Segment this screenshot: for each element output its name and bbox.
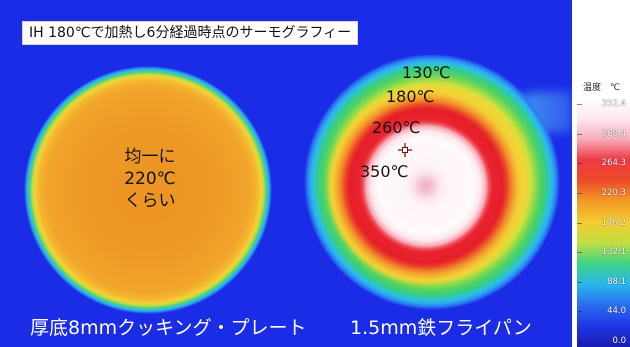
pan-temperature-label: 180℃	[386, 87, 435, 106]
pan-temperature-label: 130℃	[402, 63, 451, 82]
figure-title: IH 180℃で加熱し6分経過時点のサーモグラフィー	[22, 21, 359, 45]
scale-tick-label: 264.3	[577, 158, 626, 168]
scale-header: 温度 ℃	[583, 82, 620, 94]
scale-tick-label: 132.1	[577, 247, 626, 257]
pan-temperature-label: 260℃	[372, 118, 421, 137]
pan-caption: 1.5mm鉄フライパン	[350, 317, 532, 339]
scale-tick-label: 0.0	[577, 336, 626, 346]
crosshair-icon	[398, 143, 412, 157]
scale-tick-label: 88.1	[577, 277, 626, 287]
color-scale-bar: 352.4 308.4 264.3 220.3 176.2 132.1 88.1…	[577, 97, 630, 347]
scale-tick-label: 308.4	[577, 129, 626, 139]
frying-pan-hot-zone	[326, 86, 526, 286]
scale-unit: ℃	[610, 83, 621, 93]
temperature-scale-panel: 温度 ℃ 352.4 308.4 264.3 220.3 176.2 132.1 …	[572, 0, 630, 347]
scale-tick-label: 44.0	[577, 306, 626, 316]
plate-annotation-line: 220℃	[124, 169, 176, 189]
scale-tick-label: 352.4	[577, 99, 626, 109]
scale-tick-label: 176.2	[577, 218, 626, 228]
scale-label: 温度	[583, 83, 602, 93]
plate-annotation-line: 均一に	[124, 147, 176, 167]
plate-annotation: 均一に 220℃ くらい	[95, 146, 205, 212]
thermal-image: IH 180℃で加熱し6分経過時点のサーモグラフィー 均一に 220℃ くらい …	[0, 0, 572, 347]
plate-annotation-line: くらい	[124, 191, 176, 211]
scale-ticks: 352.4 308.4 264.3 220.3 176.2 132.1 88.1…	[577, 99, 626, 346]
cooking-plate-heat-disk	[24, 66, 272, 314]
scale-tick-label: 220.3	[577, 188, 626, 198]
pan-temperature-label: 350℃	[360, 162, 409, 181]
plate-caption: 厚底8mmクッキング・プレート	[30, 317, 307, 339]
